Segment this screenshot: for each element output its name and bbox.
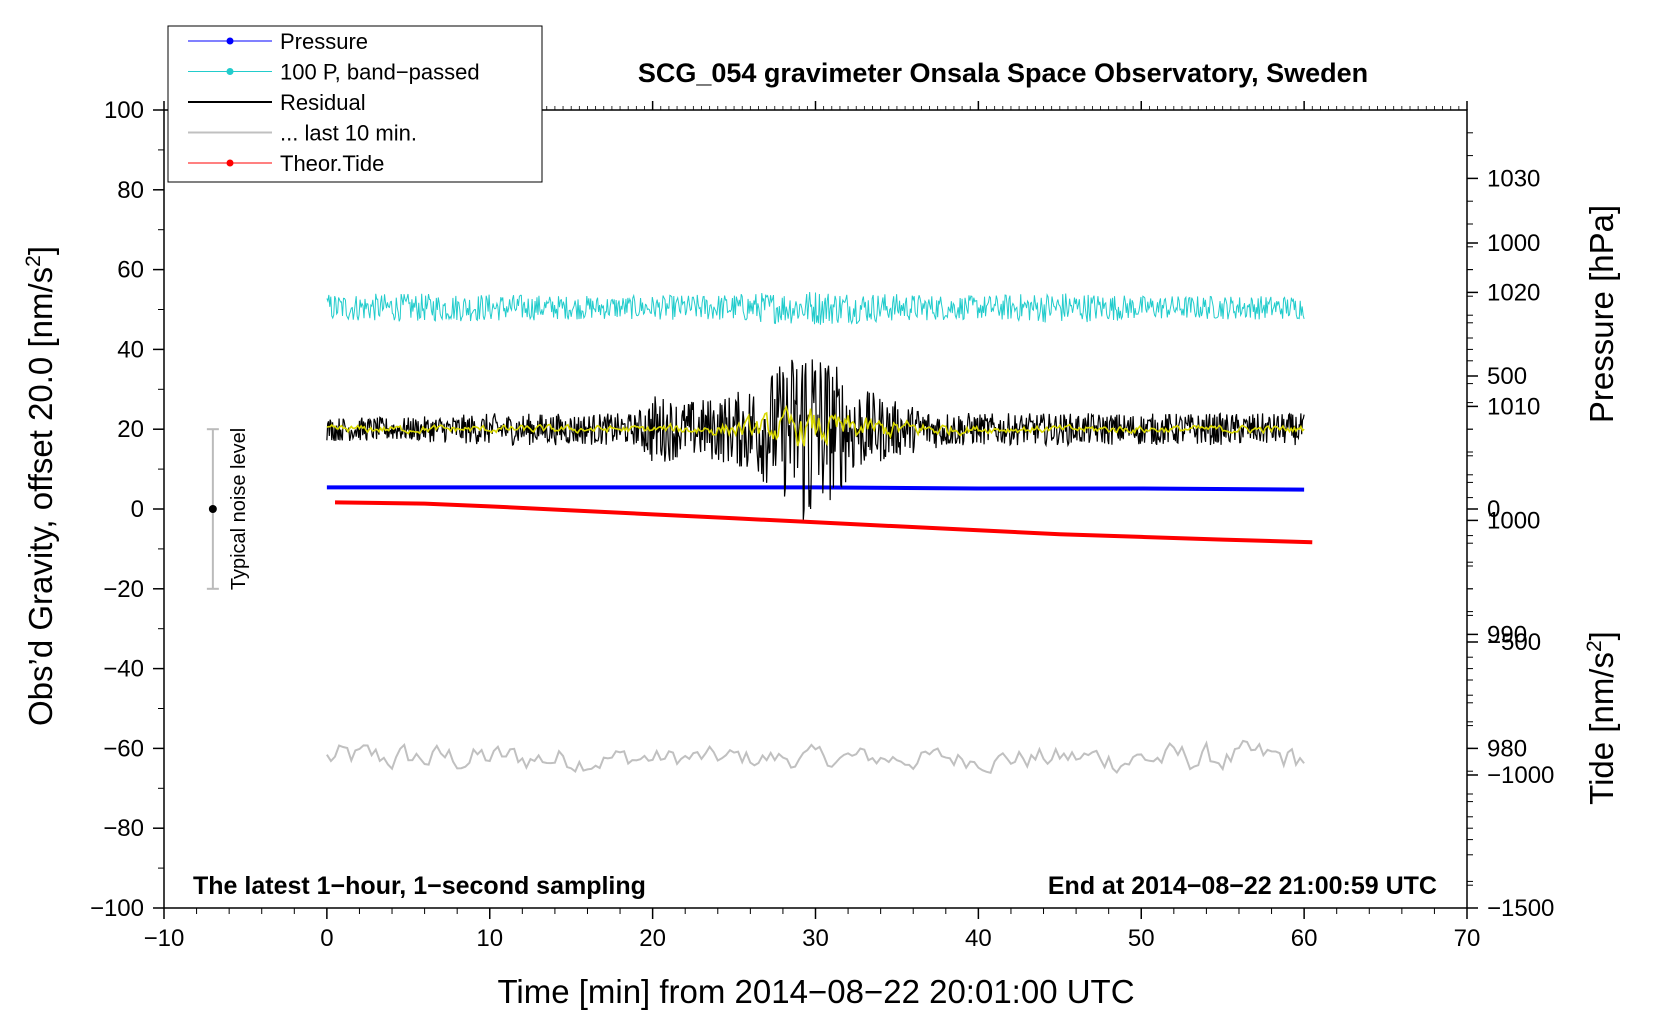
legend-box xyxy=(167,25,543,183)
y-axis-label-tide-end: ] xyxy=(1583,631,1620,640)
x-tick-label: 50 xyxy=(1128,925,1155,952)
y-axis-label-tide: Tide [nm/s2] xyxy=(1583,631,1620,805)
legend-marker xyxy=(226,68,234,75)
legend-label: Pressure xyxy=(280,29,368,54)
y-axis-label-left-sup: 2 xyxy=(22,255,45,267)
series-residual-smoothed xyxy=(326,404,1305,447)
y-left-tick-label: 20 xyxy=(117,416,144,443)
legend-label: Theor.Tide xyxy=(280,151,384,176)
y-left-tick-label: −40 xyxy=(103,656,144,683)
noise-center-dot xyxy=(208,505,217,513)
y-left-tick-label: 80 xyxy=(117,177,144,204)
axes-layer: −10 0 10 20 30 40 50 60 70100806040200−20−40−60−… xyxy=(90,97,1554,952)
y-tide-tick-label: −1000 xyxy=(1487,762,1554,789)
annotation-bottom-left: The latest 1−hour, 1−second sampling xyxy=(193,872,646,900)
y-pressure-tick-label: 980 xyxy=(1487,735,1527,762)
y-tide-tick-label: −500 xyxy=(1487,629,1541,656)
x-tick-label: 70 xyxy=(1454,925,1481,952)
legend-marker xyxy=(226,159,234,167)
y-pressure-tick-label: 990 xyxy=(1487,621,1527,648)
x-tick-label: 20 xyxy=(639,925,666,952)
y-axis-label-left-text: Obs’d Gravity, offset 20.0 [nm/s xyxy=(22,267,59,726)
legend-label: Residual xyxy=(280,90,366,115)
y-left-tick-label: 100 xyxy=(104,97,144,124)
noise-level-indicator: Typical noise level xyxy=(206,428,250,590)
series-pressure xyxy=(326,485,1305,492)
x-tick-label: 60 xyxy=(1291,925,1318,952)
y-axis-label-tide-text: Tide [nm/s xyxy=(1583,652,1620,805)
y-tide-tick-label: 500 xyxy=(1487,363,1527,390)
series-last-10-min xyxy=(326,739,1305,775)
noise-level-label: Typical noise level xyxy=(228,428,250,590)
y-axis-label-tide-sup: 2 xyxy=(1583,640,1606,652)
x-tick-label: 0 xyxy=(320,925,333,952)
x-axis-label: Time [min] from 2014−08−22 20:01:00 UTC xyxy=(497,973,1134,1010)
y-tide-tick-label: 0 xyxy=(1487,496,1500,523)
y-pressure-tick-label: 1020 xyxy=(1487,279,1540,306)
y-left-tick-label: 60 xyxy=(117,257,144,284)
y-pressure-tick-label: 1030 xyxy=(1487,165,1540,192)
x-tick-label: 40 xyxy=(965,925,992,952)
y-tide-tick-label: −1500 xyxy=(1487,895,1554,922)
series-100-p-band-passed xyxy=(326,292,1305,325)
y-axis-label-left: Obs’d Gravity, offset 20.0 [nm/s2] xyxy=(22,246,59,726)
legend-marker xyxy=(226,37,234,45)
y-left-tick-label: 40 xyxy=(117,336,144,363)
annotation-bottom-right: End at 2014−08−22 21:00:59 UTC xyxy=(1048,872,1437,900)
chart-title: SCG_054 gravimeter Onsala Space Observat… xyxy=(638,58,1368,88)
y-left-tick-label: −80 xyxy=(103,815,144,842)
y-tide-tick-label: 1000 xyxy=(1487,230,1540,257)
y-left-tick-label: −60 xyxy=(103,735,144,762)
x-tick-label: 10 xyxy=(476,925,503,952)
x-tick-label: −10 xyxy=(144,925,185,952)
y-left-tick-label: 0 xyxy=(131,496,144,523)
series-theor-tide xyxy=(334,500,1313,545)
legend-label: 100 P, band−passed xyxy=(280,60,480,85)
series-layer xyxy=(326,292,1313,775)
y-pressure-tick-label: 1010 xyxy=(1487,393,1540,420)
y-pressure-tick-label: 1000 xyxy=(1487,507,1540,534)
legend-label: ... last 10 min. xyxy=(280,121,417,146)
y-left-tick-label: −20 xyxy=(103,576,144,603)
y-left-tick-label: −100 xyxy=(90,895,144,922)
y-axis-label-left-end: ] xyxy=(22,246,59,255)
x-tick-label: 30 xyxy=(802,925,829,952)
series-residual xyxy=(326,359,1305,521)
legend: Pressure 100 P, band−passed Residual ... la… xyxy=(167,25,543,183)
y-axis-label-pressure: Pressure [hPa] xyxy=(1583,205,1620,423)
